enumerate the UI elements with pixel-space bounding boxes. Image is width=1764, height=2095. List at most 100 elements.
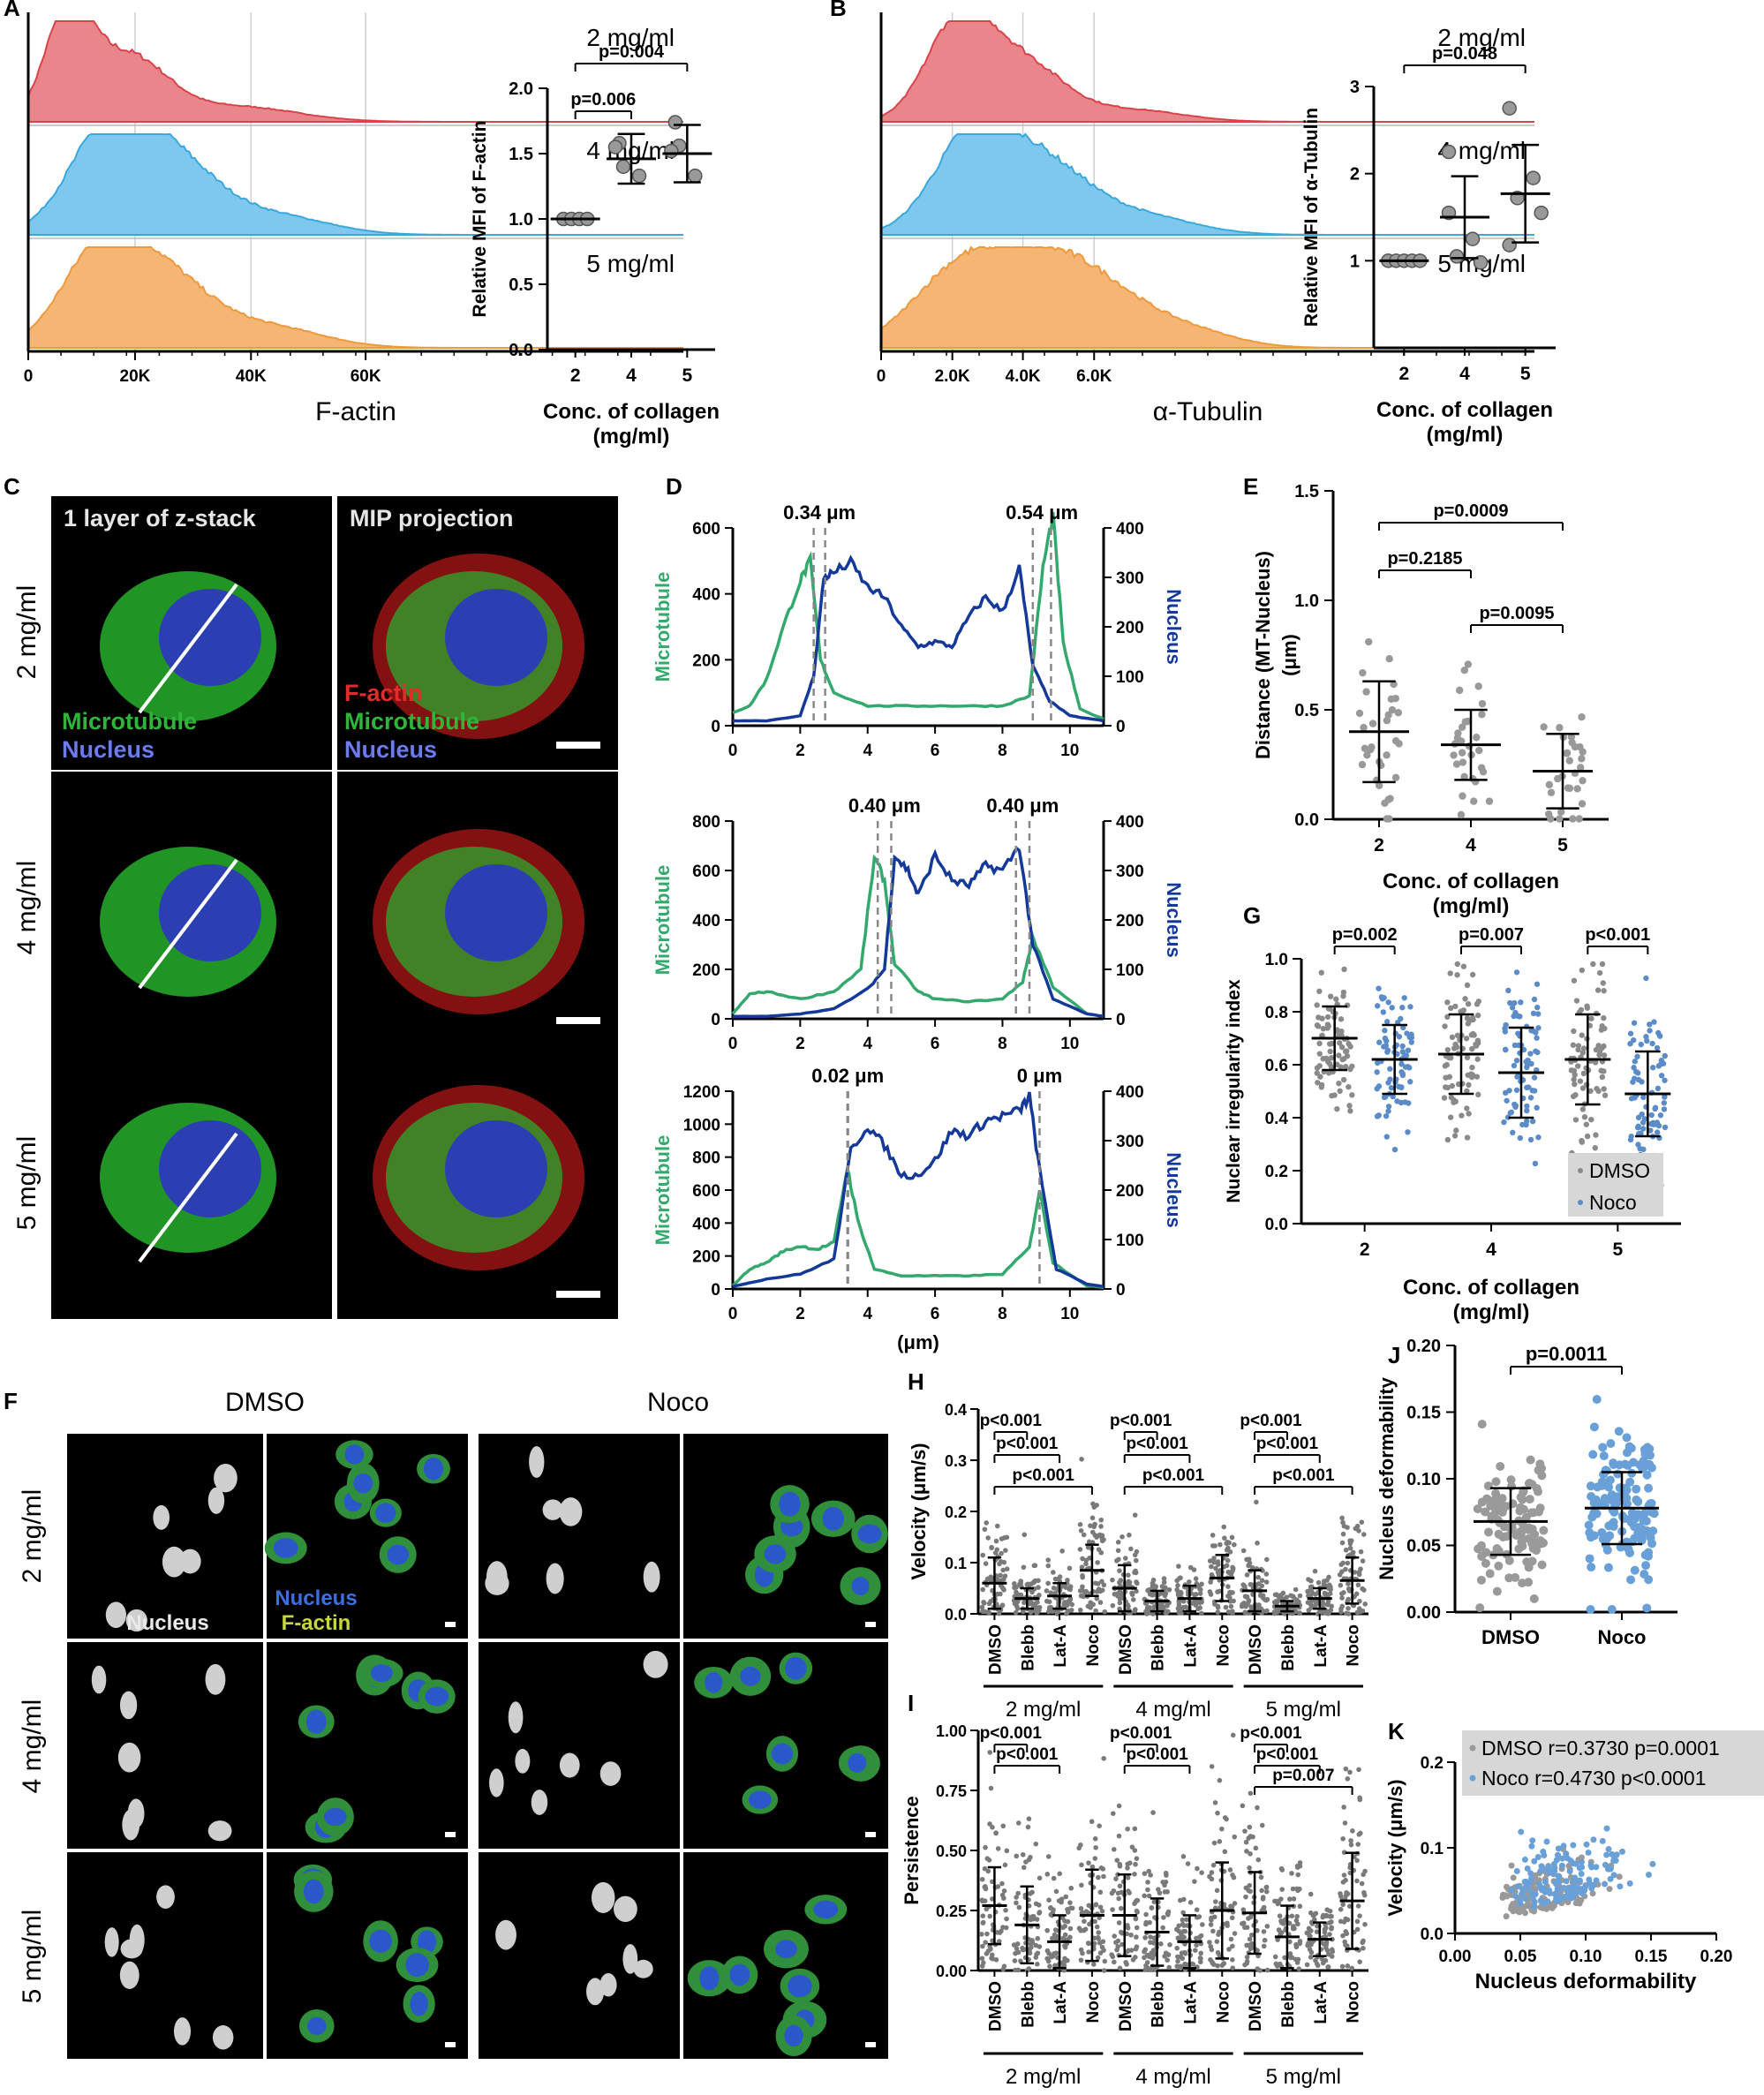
data-point [1545, 780, 1554, 789]
data-point [1339, 1591, 1345, 1596]
data-point [1166, 1586, 1172, 1593]
data-point [1347, 1769, 1353, 1775]
nucleus-blob [699, 1966, 720, 1991]
data-point [1044, 1956, 1050, 1962]
data-point [1194, 1942, 1199, 1948]
data-point [1033, 1955, 1039, 1960]
data-point [1626, 1575, 1636, 1585]
data-point [1314, 1070, 1320, 1076]
distance-label: 0 μm [1017, 1065, 1062, 1087]
data-point [1621, 1483, 1631, 1493]
data-point [1091, 1962, 1097, 1967]
data-point [1356, 1767, 1361, 1773]
data-point [1374, 1085, 1380, 1092]
data-point [1078, 1527, 1084, 1534]
nucleus-blob [105, 1601, 126, 1628]
data-point [1187, 1899, 1194, 1905]
data-point [1662, 1124, 1669, 1131]
tick-label: 10 [1060, 742, 1079, 760]
tick-label: 1.0 [509, 210, 533, 230]
data-point [1609, 1518, 1618, 1527]
data-point [1528, 1875, 1535, 1882]
nucleus-blob [748, 1790, 772, 1809]
data-point [1339, 1540, 1346, 1546]
data-point [1116, 1920, 1122, 1925]
data-point [1475, 1091, 1481, 1098]
data-point [1477, 764, 1486, 772]
data-point [1176, 1606, 1182, 1612]
data-point [1512, 1104, 1519, 1111]
data-point [1001, 1888, 1007, 1894]
histogram-label: 5 mg/ml [586, 250, 675, 277]
data-point [1565, 1886, 1572, 1893]
legend-marker-noco [1469, 1775, 1476, 1782]
data-point [1193, 1948, 1198, 1953]
p-value-label: p=0.0095 [1479, 604, 1554, 623]
data-point [1166, 1964, 1172, 1971]
data-point [1363, 751, 1371, 759]
data-point [1407, 1004, 1413, 1010]
data-point [1643, 1034, 1649, 1040]
data-point [1464, 660, 1473, 668]
data-point [1214, 1888, 1220, 1894]
data-point [1340, 993, 1346, 999]
data-point [1476, 1575, 1486, 1585]
data-point [1025, 1824, 1031, 1830]
data-point [1484, 1527, 1494, 1537]
data-point [1361, 1587, 1367, 1593]
data-point [1518, 1828, 1525, 1835]
data-point [1036, 1578, 1041, 1584]
data-point [1473, 1504, 1482, 1514]
data-point [1609, 1458, 1618, 1468]
nucleus-blob [529, 1446, 545, 1479]
data-point [1264, 1888, 1270, 1895]
data-point [1474, 1056, 1481, 1062]
data-point [1359, 1880, 1365, 1887]
data-point [1469, 1014, 1476, 1021]
tick-label: 0.2 [1421, 1754, 1444, 1773]
nucleus-blob [375, 1503, 396, 1523]
data-point [1624, 1544, 1633, 1554]
data-point [1571, 1076, 1577, 1082]
data-point [1306, 1577, 1311, 1582]
data-point [1150, 1810, 1156, 1815]
data-point [1333, 996, 1339, 1002]
category-label: DMSO [986, 1624, 1005, 1675]
data-point [1496, 1461, 1505, 1471]
data-point [1146, 1893, 1152, 1899]
data-point [1025, 1581, 1031, 1587]
data-point [1535, 1503, 1545, 1513]
data-point [1339, 1056, 1346, 1063]
data-point [1454, 972, 1460, 978]
data-point [1320, 1600, 1326, 1606]
category-label: 4 [1486, 1240, 1496, 1260]
data-point [1458, 749, 1466, 757]
data-point [1560, 1843, 1567, 1850]
data-point [1478, 699, 1487, 708]
data-point [1517, 1134, 1524, 1142]
data-point [1375, 1059, 1381, 1066]
tick-label: 8 [998, 1035, 1007, 1053]
x-axis-label: (μm) [897, 1331, 939, 1353]
nucleus-blob [622, 1944, 638, 1974]
data-point [1503, 1913, 1510, 1920]
data-point [1451, 1133, 1459, 1139]
distance-label: 0.54 μm [1006, 501, 1078, 524]
data-point [1661, 1100, 1668, 1106]
data-point [1210, 1543, 1216, 1549]
data-point [1255, 1574, 1262, 1580]
y-axis-label-right: Nucleus [1163, 589, 1185, 665]
data-point [1599, 1074, 1606, 1081]
histogram-0 [880, 20, 1534, 123]
data-point [1026, 1816, 1032, 1821]
data-point [1344, 1943, 1350, 1948]
data-point [999, 1892, 1006, 1898]
data-point [1649, 1860, 1656, 1867]
data-point [982, 1526, 988, 1533]
data-point [1587, 1862, 1594, 1869]
data-point [1305, 1942, 1310, 1948]
data-point [1101, 1755, 1106, 1761]
data-point [1652, 1104, 1659, 1111]
category-label: 2 [1374, 835, 1384, 855]
